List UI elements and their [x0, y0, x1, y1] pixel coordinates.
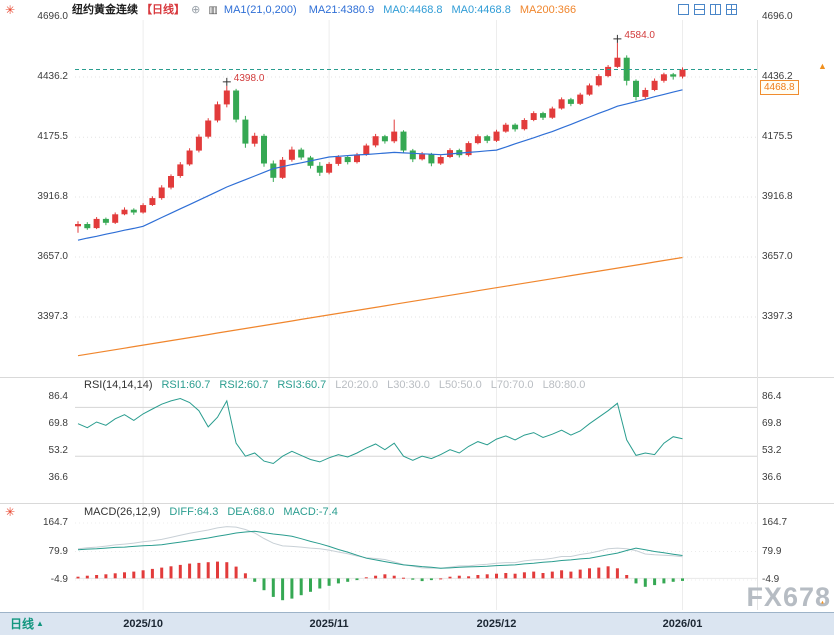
macd-axis-label-left: -4.9 [50, 574, 68, 585]
macd-value: DIFF:64.3 [169, 506, 219, 518]
timeframe-selector[interactable]: 日线 ▲ [10, 613, 44, 635]
layout-single-icon[interactable] [678, 4, 689, 15]
chart-header: ✳ 纽约黄金连续 【日线】 ⊕ ▥ MA1(21,0,200) MA21:438… [0, 0, 834, 20]
ma-value: MA21:4380.9 [308, 4, 375, 16]
add-indicator-icon[interactable]: ⊕ [191, 4, 201, 16]
price-arrow-icon: ▲ [818, 61, 827, 71]
price-axis-label-left: 3657.0 [37, 251, 68, 263]
time-axis-label: 2025/10 [123, 618, 163, 630]
ma-value: MA0:4468.8 [383, 4, 443, 16]
rsi-level: L70:70.0 [490, 379, 534, 391]
rsi-level: L20:20.0 [335, 379, 379, 391]
layout-grid-icon[interactable] [726, 4, 738, 15]
ma-values-group: MA21:4380.9 MA0:4468.8 MA0:4468.8 MA200:366 [309, 4, 585, 16]
rsi-axis-label-right: 36.6 [762, 471, 782, 483]
macd-axis-label-right: 164.7 [762, 517, 788, 528]
macd-value: DEA:68.0 [227, 506, 275, 518]
timeframe-selector-label: 日线 [10, 617, 35, 631]
macd-param-label: MACD(26,12,9) [84, 506, 161, 518]
macd-panel-header: MACD(26,12,9) DIFF:64.3 DEA:68.0 MACD:-7.4 [84, 506, 338, 519]
chart-canvas[interactable]: 4398.0 4584.0 [0, 0, 834, 612]
rsi-value: RSI1:60.7 [161, 379, 211, 391]
price-axis-label-left: 4696.0 [37, 11, 68, 22]
price-axis-label-right: 3657.0 [762, 251, 793, 263]
rsi-level: L30:30.0 [387, 379, 430, 391]
rsi-axis-label-right: 53.2 [762, 444, 782, 456]
indicator-settings-icon[interactable]: ✳ [5, 3, 16, 17]
time-axis-label: 2025/12 [476, 618, 517, 630]
macd-values-group: DIFF:64.3 DEA:68.0 MACD:-7.4 [160, 506, 337, 518]
price-axis-label-left: 3397.3 [37, 311, 68, 323]
rsi-level: L80:80.0 [542, 379, 586, 391]
ma-config-label: MA1(21,0,200) [223, 4, 297, 16]
layout-rows-icon[interactable] [694, 4, 706, 15]
macd-arrow-icon: ▲ [818, 598, 827, 608]
macd-settings-icon[interactable]: ✳ [5, 505, 16, 519]
last-price-tag: 4468.8 [760, 80, 799, 95]
rsi-axis-label-left: 53.2 [48, 444, 68, 456]
rsi-axis-label-right: 69.8 [762, 417, 782, 429]
rsi-value: RSI2:60.7 [219, 379, 269, 391]
time-axis-label: 2025/11 [309, 618, 349, 630]
price-axis-label-right: 3397.3 [762, 311, 793, 323]
macd-axis-label-left: 79.9 [48, 545, 68, 557]
rsi-axis-label-left: 69.8 [48, 417, 68, 429]
rsi-axis-label-left: 36.6 [48, 471, 68, 483]
rsi-level: L50:50.0 [438, 379, 482, 391]
macd-axis-label-right: 79.9 [762, 545, 782, 557]
rsi-panel-header: RSI(14,14,14) RSI1:60.7 RSI2:60.7 RSI3:60.7… [84, 379, 585, 392]
rsi-axis-label-right: 86.4 [762, 391, 782, 402]
price-axis-label-left: 4436.2 [37, 71, 68, 83]
timeframe-label: 【日线】 [141, 4, 186, 16]
rsi-value: RSI3:60.7 [277, 379, 327, 391]
price-axis-label-right: 4696.0 [762, 11, 793, 22]
instrument-title: 纽约黄金连续 [72, 4, 138, 16]
macd-axis-label-left: 164.7 [42, 517, 68, 528]
timeframe-up-icon: ▲ [36, 619, 44, 628]
watermark: FX678 [746, 582, 831, 612]
macd-axis-label-right: -4.9 [762, 574, 780, 585]
rsi-levels-group: L20:20.0 L30:30.0 L50:50.0 L70:70.0 L80:80.0 [326, 379, 585, 391]
price-axis-label-right: 4175.5 [762, 131, 793, 143]
price-axis-label-right: 3916.8 [762, 191, 793, 203]
ma-value: MA0:4468.8 [451, 4, 511, 16]
layout-icons-group [678, 4, 739, 17]
macd-value: MACD:-7.4 [283, 506, 338, 518]
price-axis-label-left: 4175.5 [37, 131, 68, 143]
rsi-param-label: RSI(14,14,14) [84, 379, 153, 391]
svg-text:4398.0: 4398.0 [234, 73, 265, 84]
ma-value: MA200:366 [519, 4, 577, 16]
svg-text:4584.0: 4584.0 [624, 30, 655, 41]
rsi-values-group: RSI1:60.7 RSI2:60.7 RSI3:60.7 [152, 379, 326, 391]
layout-columns-icon[interactable] [710, 4, 722, 15]
rsi-axis-label-left: 86.4 [48, 391, 68, 402]
time-axis-label: 2026/01 [662, 618, 703, 630]
ma-settings-icon[interactable]: ▥ [208, 5, 218, 16]
price-axis-label-left: 3916.8 [37, 191, 68, 203]
time-axis-bar: 日线 ▲ 2025/10 2025/11 2025/12 2026/01 [0, 612, 834, 635]
price-axis-label-right: 4436.2 [762, 71, 793, 83]
